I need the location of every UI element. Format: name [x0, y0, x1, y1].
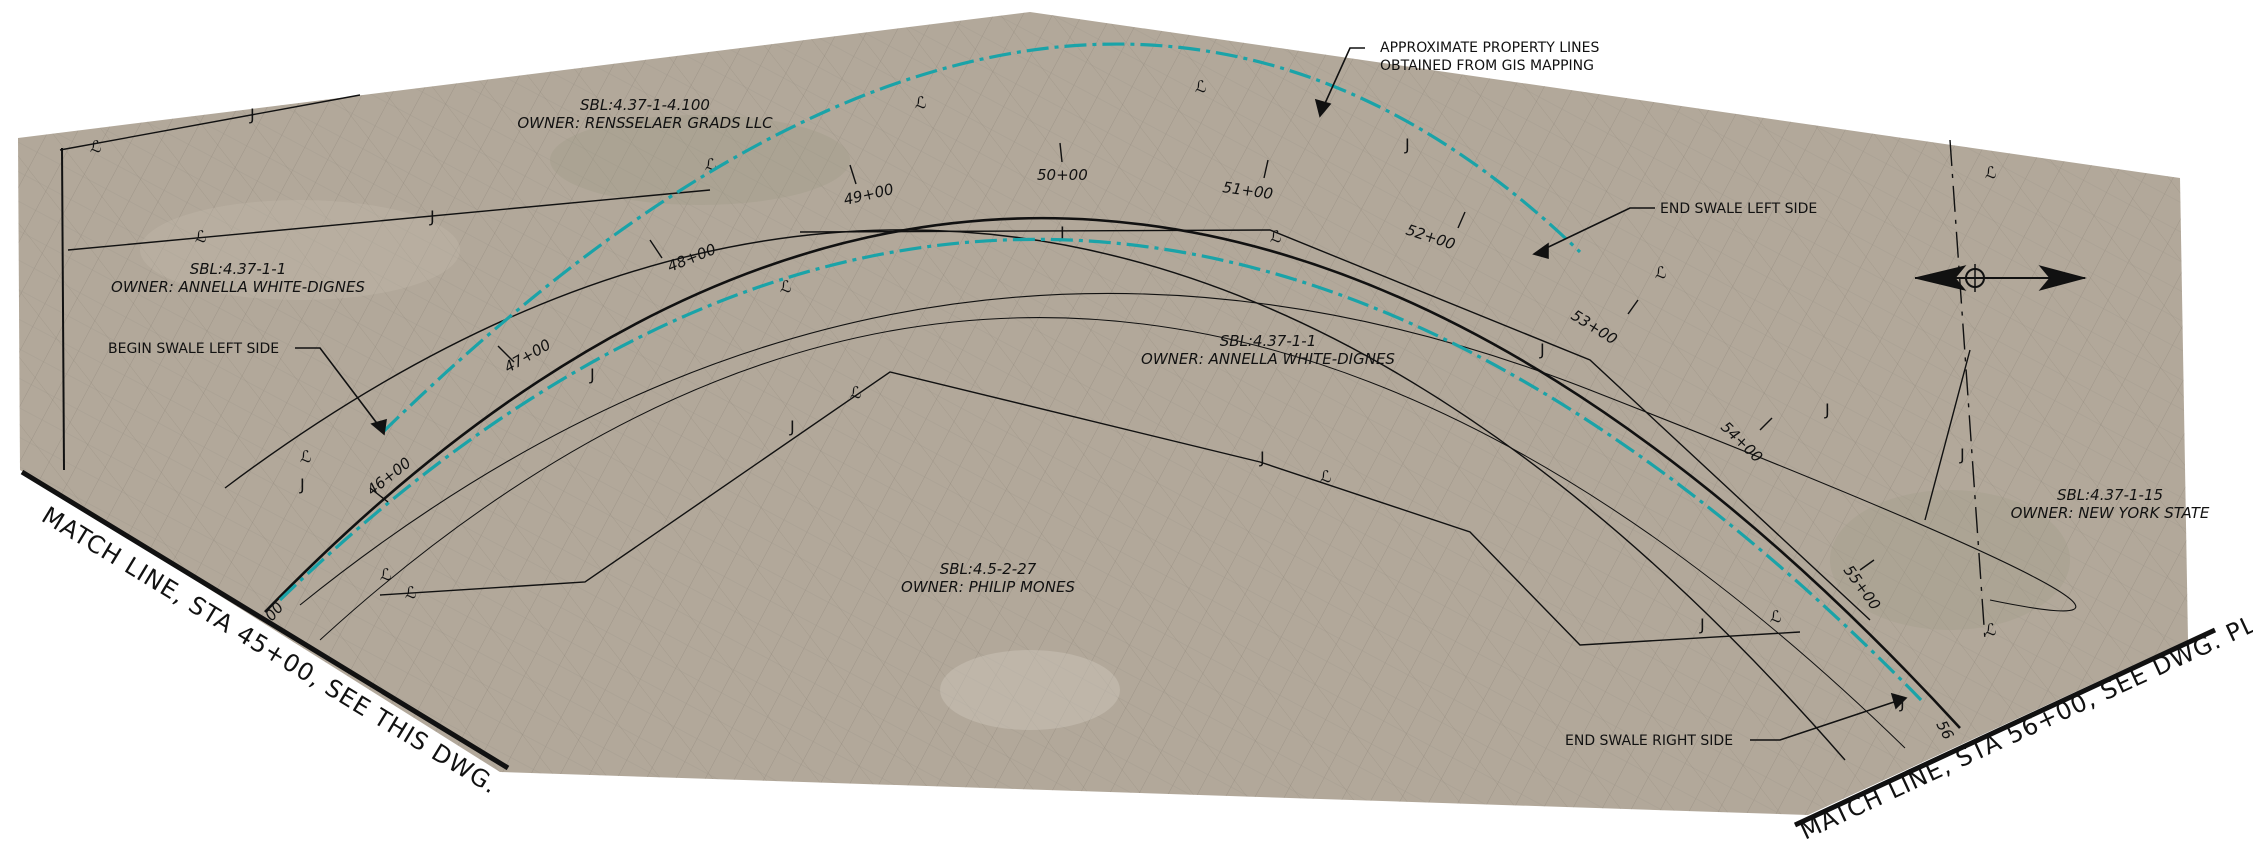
parcel-owner: OWNER: ANNELLA WHITE-DIGNES: [1141, 350, 1395, 368]
svg-text:J: J: [1824, 400, 1830, 419]
svg-text:J: J: [1539, 340, 1545, 359]
station-ticks: [369, 142, 1875, 571]
svg-text:ℒ: ℒ: [405, 583, 417, 602]
callout-property-lines-source: OBTAINED FROM GIS MAPPING: [1380, 58, 1594, 74]
callout-leaders: [295, 47, 1908, 741]
parcel-owner: OWNER: PHILIP MONES: [901, 578, 1075, 596]
svg-text:J: J: [789, 417, 795, 436]
svg-text:J: J: [1259, 448, 1265, 467]
svg-text:J: J: [249, 105, 255, 124]
svg-text:ℒ: ℒ: [1655, 263, 1667, 282]
parcel-sbl: SBL:4.37-1-4.100: [580, 96, 710, 114]
svg-text:J: J: [299, 475, 305, 494]
parcel-owner: OWNER: RENSSELAER GRADS LLC: [517, 114, 773, 132]
aerial-photo: [18, 12, 2188, 815]
parcel-sbl: SBL:4.37-1-1: [1220, 332, 1317, 350]
callout-begin-swale-left: BEGIN SWALE LEFT SIDE: [108, 341, 279, 357]
svg-text:ℒ: ℒ: [1320, 467, 1332, 486]
svg-text:ℒ: ℒ: [915, 93, 927, 112]
callouts: APPROXIMATE PROPERTY LINES OBTAINED FROM…: [108, 40, 1817, 749]
svg-text:J: J: [1404, 135, 1410, 154]
station-label: 50+00: [1037, 166, 1088, 184]
swale-lines: [278, 42, 1927, 706]
parcel-owner: OWNER: NEW YORK STATE: [2011, 504, 2210, 522]
svg-text:ℒ: ℒ: [705, 155, 717, 174]
parcel-sbl: SBL:4.5-2-27: [940, 560, 1037, 578]
svg-text:ℒ: ℒ: [850, 383, 862, 402]
parcel-sbl: SBL:4.37-1-1: [190, 260, 287, 278]
svg-text:J: J: [589, 365, 595, 384]
svg-text:ℒ: ℒ: [380, 565, 392, 584]
svg-text:ℒ: ℒ: [780, 277, 792, 296]
callout-property-lines: APPROXIMATE PROPERTY LINES: [1380, 40, 1599, 56]
svg-text:ℒ: ℒ: [195, 227, 207, 246]
callout-end-swale-right: END SWALE RIGHT SIDE: [1565, 733, 1733, 749]
svg-text:ℒ: ℒ: [1195, 77, 1207, 96]
svg-text:ℒ: ℒ: [300, 447, 312, 466]
svg-text:J: J: [1699, 615, 1705, 634]
north-arrow-icon: [1914, 264, 2087, 292]
svg-text:ℒ: ℒ: [1985, 620, 1997, 639]
svg-text:ℒ: ℒ: [1770, 607, 1782, 626]
parcel-owner: OWNER: ANNELLA WHITE-DIGNES: [111, 278, 365, 296]
svg-text:J: J: [429, 207, 435, 226]
svg-text:J: J: [1959, 445, 1965, 464]
property-lines: [59, 94, 2077, 761]
parcel-labels: SBL:4.37-1-4.100 OWNER: RENSSELAER GRADS…: [111, 96, 2210, 596]
svg-text:ℒ: ℒ: [90, 137, 102, 156]
svg-text:J: J: [1059, 223, 1065, 242]
svg-text:ℒ: ℒ: [1985, 163, 1997, 182]
svg-text:ℒ: ℒ: [1270, 227, 1282, 246]
callout-end-swale-left: END SWALE LEFT SIDE: [1660, 201, 1817, 217]
parcel-sbl: SBL:4.37-1-15: [2057, 486, 2163, 504]
